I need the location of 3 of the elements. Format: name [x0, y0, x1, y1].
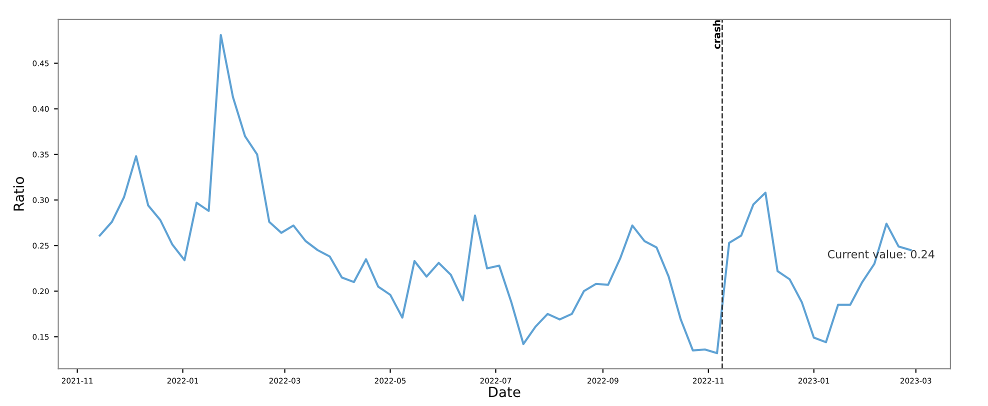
x-axis-title: Date — [489, 386, 520, 398]
y-axis-title: Ratio — [13, 177, 24, 211]
ref-line-label: crash — [712, 20, 720, 49]
